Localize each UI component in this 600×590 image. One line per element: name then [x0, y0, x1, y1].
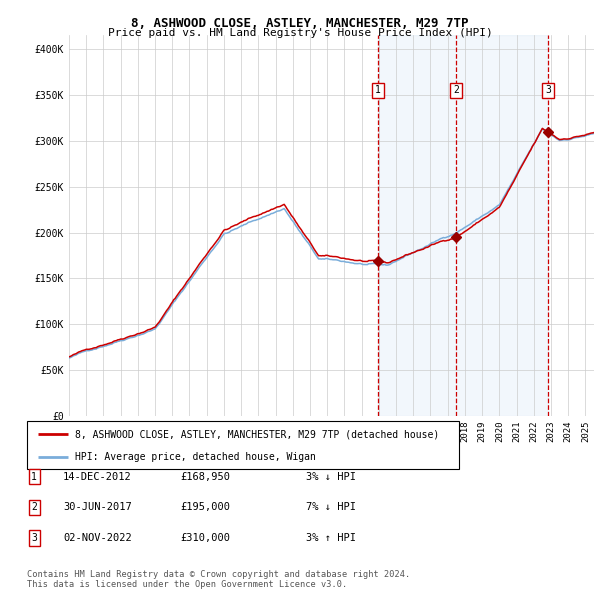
Text: 8, ASHWOOD CLOSE, ASTLEY, MANCHESTER, M29 7TP (detached house): 8, ASHWOOD CLOSE, ASTLEY, MANCHESTER, M2… — [74, 429, 439, 439]
Text: 30-JUN-2017: 30-JUN-2017 — [63, 503, 132, 512]
Text: 8, ASHWOOD CLOSE, ASTLEY, MANCHESTER, M29 7TP: 8, ASHWOOD CLOSE, ASTLEY, MANCHESTER, M2… — [131, 17, 469, 30]
Text: £310,000: £310,000 — [180, 533, 230, 543]
Text: 14-DEC-2012: 14-DEC-2012 — [63, 472, 132, 481]
Text: 7% ↓ HPI: 7% ↓ HPI — [306, 503, 356, 512]
Text: 3: 3 — [545, 86, 551, 96]
Text: 2: 2 — [454, 86, 459, 96]
Text: 02-NOV-2022: 02-NOV-2022 — [63, 533, 132, 543]
Text: 1: 1 — [31, 472, 37, 481]
Text: This data is licensed under the Open Government Licence v3.0.: This data is licensed under the Open Gov… — [27, 579, 347, 589]
Text: £195,000: £195,000 — [180, 503, 230, 512]
Text: 1: 1 — [375, 86, 381, 96]
Text: HPI: Average price, detached house, Wigan: HPI: Average price, detached house, Wiga… — [74, 453, 316, 463]
Text: 3% ↑ HPI: 3% ↑ HPI — [306, 533, 356, 543]
Text: Price paid vs. HM Land Registry's House Price Index (HPI): Price paid vs. HM Land Registry's House … — [107, 28, 493, 38]
Text: Contains HM Land Registry data © Crown copyright and database right 2024.: Contains HM Land Registry data © Crown c… — [27, 570, 410, 579]
Text: 3% ↓ HPI: 3% ↓ HPI — [306, 472, 356, 481]
Bar — [378, 35, 548, 416]
FancyBboxPatch shape — [27, 421, 459, 469]
Text: £168,950: £168,950 — [180, 472, 230, 481]
Text: 3: 3 — [31, 533, 37, 543]
Text: 2: 2 — [31, 503, 37, 512]
